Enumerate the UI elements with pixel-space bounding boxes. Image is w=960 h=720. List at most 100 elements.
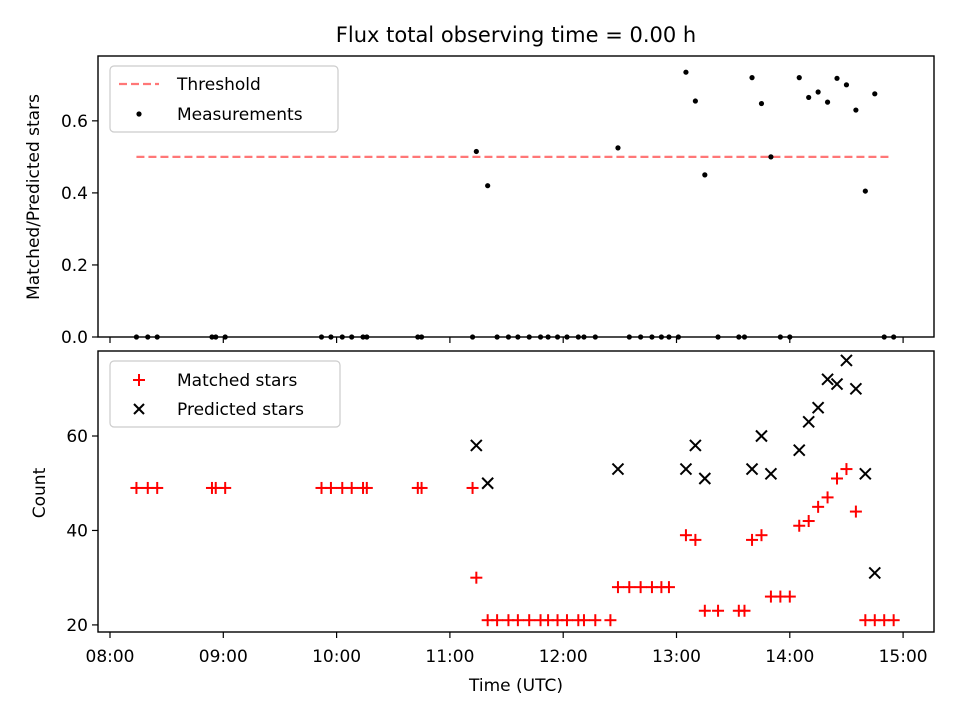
matched-star-point [698,604,711,617]
matched-star-point [712,604,725,617]
matched-star-point [611,581,624,594]
legend-measurements-label: Measurements [177,105,303,125]
matched-star-point [360,481,373,494]
matched-star-point [415,481,428,494]
measurement-point [768,154,774,160]
matched-star-point [831,472,844,485]
bottom-axes-frame [97,350,935,633]
matched-star-point [219,481,232,494]
matched-star-point [491,614,504,627]
matched-star-point [821,491,834,504]
bottom-legend-box [109,360,341,428]
ytick-label: 0.2 [61,256,88,276]
bottom-panel: Count Time (UTC) 20 40 60 08:00 09:00 10:00 11… [30,350,935,696]
xtick-label: 12:00 [539,647,588,667]
matched-star-point [466,481,479,494]
predicted-star-point [755,429,768,443]
xtick-label: 13:00 [652,647,701,667]
bottom-ylabel: Count [30,467,50,518]
xtick-label: 15:00 [879,647,928,667]
measurement-point [615,145,621,151]
measurement-point [749,75,755,81]
measurement-point [843,82,850,88]
matched-star-point [634,581,647,594]
matched-star-point [470,571,483,584]
matched-star-point [783,590,796,603]
measurement-point [683,69,689,75]
predicted-star-point [745,462,759,476]
matched-star-point [560,614,573,627]
bottom-legend: Matched stars Predicted stars [109,360,341,428]
matched-star-point [604,614,617,627]
ytick-label: 60 [66,427,88,447]
ytick-label: 0.0 [61,328,88,348]
ytick-label: 0.4 [61,184,88,204]
measurement-point [862,188,868,194]
predicted-star-point [840,354,853,367]
legend-matched-label: Matched stars [177,371,297,391]
matched-star-point [738,604,751,617]
legend-predicted-swatch [133,403,145,415]
ytick-label: 40 [66,521,88,541]
matched-star-point [324,481,337,494]
matched-star-point [689,533,702,546]
measurement-point [824,99,831,105]
matched-star-point [887,614,900,627]
predicted-star-point [470,439,483,452]
predicted-star-point [764,467,778,480]
predicted-star-point [611,462,625,476]
matched-star-point [662,581,675,594]
legend-matched-swatch [133,374,145,386]
top-plot-area: 0.0 0.2 0.4 0.6 [61,69,904,348]
measurement-point [758,100,765,107]
ytick-label: 20 [66,616,88,636]
measurement-point [473,148,479,155]
predicted-star-point [859,467,872,480]
matched-star-point [679,529,692,542]
bottom-xlabel: Time (UTC) [468,676,563,696]
matched-star-point [130,481,143,494]
measurement-point [796,75,802,81]
top-legend-box [109,65,339,133]
xtick-label: 11:00 [425,647,474,667]
measurement-point [853,107,859,113]
measurement-point [485,183,491,189]
predicted-star-point [481,477,494,490]
xtick-label: 14:00 [765,647,814,667]
xtick-label: 08:00 [86,647,135,667]
predicted-star-point [793,443,806,457]
matched-star-point [623,581,636,594]
predicted-star-point [849,382,863,395]
predicted-star-point [802,415,815,429]
predicted-star-point [830,377,844,391]
predicted-star-point [679,462,693,476]
matched-star-point [755,529,768,542]
measurement-point [806,94,812,101]
top-panel: Flux total observing time = 0.00 h Match… [24,23,935,348]
measurement-point [815,89,821,95]
legend-measurements-swatch [136,111,142,117]
matched-star-point [802,515,815,528]
legend-predicted-label: Predicted stars [177,400,304,420]
matched-star-point [151,481,164,494]
predicted-star-point [868,566,881,580]
predicted-star-point [811,401,825,414]
measurement-point [692,98,698,104]
matched-star-point [793,519,806,532]
matched-star-point [849,505,862,518]
top-title: Flux total observing time = 0.00 h [336,23,696,47]
predicted-star-point [698,472,712,485]
xtick-label: 09:00 [199,647,248,667]
matched-star-point [589,614,602,627]
top-legend: Threshold Measurements [109,65,339,133]
measurement-point [834,75,840,81]
matched-star-point [523,614,536,627]
measurement-point [872,91,878,97]
matched-star-point [577,614,590,627]
bottom-plot-area: 20 40 60 08:00 09:00 10:00 11:00 12:00 13:00 14:0… [66,354,928,667]
predicted-star-point [821,373,834,386]
matched-star-point [345,481,358,494]
matched-star-point [511,614,524,627]
matched-star-point [840,463,853,476]
